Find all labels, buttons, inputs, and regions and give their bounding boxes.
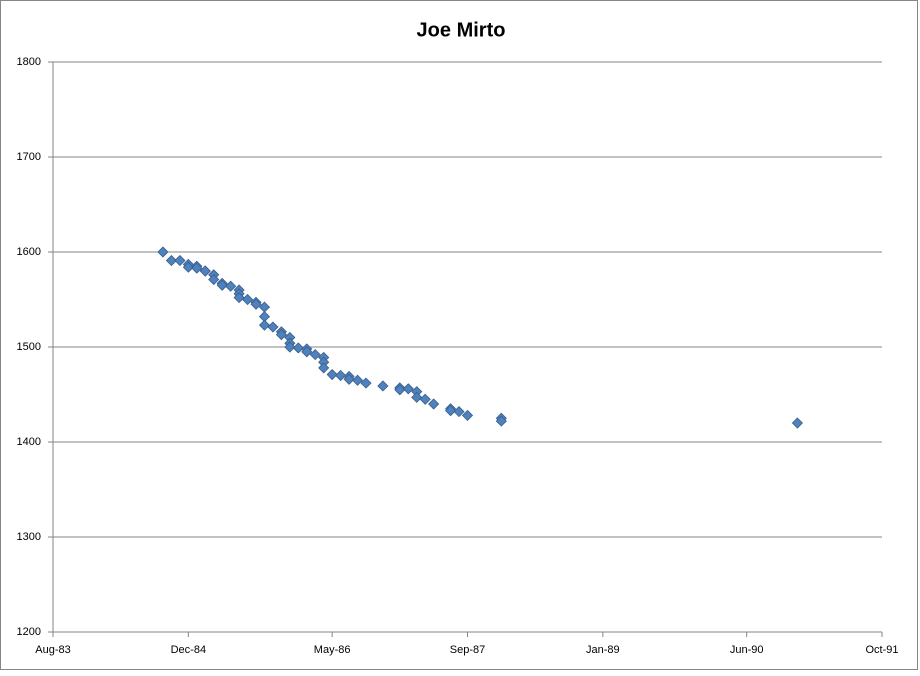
data-point	[199, 265, 211, 277]
data-point	[335, 369, 347, 382]
data-point	[241, 293, 254, 306]
data-point	[351, 374, 364, 386]
data-point	[157, 246, 169, 258]
data-point	[225, 280, 237, 292]
data-point	[461, 409, 474, 421]
data-point	[309, 349, 321, 361]
data-point	[394, 384, 406, 396]
data-point	[275, 329, 287, 341]
y-tick-label: 1800	[17, 56, 41, 68]
y-tick-label: 1700	[17, 151, 41, 163]
data-point	[343, 373, 355, 385]
data-point	[411, 391, 423, 403]
data-point	[165, 254, 177, 267]
chart-title: Joe Mirto	[417, 19, 506, 41]
data-point	[292, 342, 304, 354]
data-point	[284, 341, 296, 353]
x-tick-label: Dec-84	[171, 644, 206, 656]
data-point	[174, 254, 186, 267]
data-point	[267, 321, 279, 333]
data-point	[191, 262, 203, 274]
data-point	[250, 298, 262, 310]
x-tick-label: May-86	[314, 644, 351, 656]
y-tick-label: 1200	[17, 626, 41, 638]
data-point	[258, 319, 271, 331]
data-point	[301, 346, 313, 358]
x-tick-label: Jan-89	[586, 644, 620, 656]
data-point	[445, 405, 457, 417]
x-tick-label: Oct-91	[865, 644, 898, 656]
data-point	[377, 380, 389, 392]
data-point	[360, 377, 372, 389]
data-point	[402, 383, 414, 395]
y-tick-label: 1600	[17, 246, 41, 258]
data-point	[791, 417, 803, 429]
x-tick-label: Jun-90	[730, 644, 764, 656]
data-point	[428, 398, 440, 410]
data-point	[453, 406, 465, 418]
data-point	[233, 292, 245, 304]
x-tick-label: Sep-87	[450, 644, 485, 656]
data-point	[216, 279, 228, 291]
y-tick-label: 1300	[17, 531, 41, 543]
y-tick-label: 1500	[17, 341, 41, 353]
x-tick-label: Aug-83	[35, 644, 70, 656]
data-point	[495, 415, 507, 427]
data-point	[208, 273, 220, 286]
data-point	[419, 393, 431, 405]
y-tick-label: 1400	[17, 436, 41, 448]
data-point	[318, 362, 330, 374]
data-point	[326, 368, 338, 381]
data-point	[182, 261, 194, 273]
